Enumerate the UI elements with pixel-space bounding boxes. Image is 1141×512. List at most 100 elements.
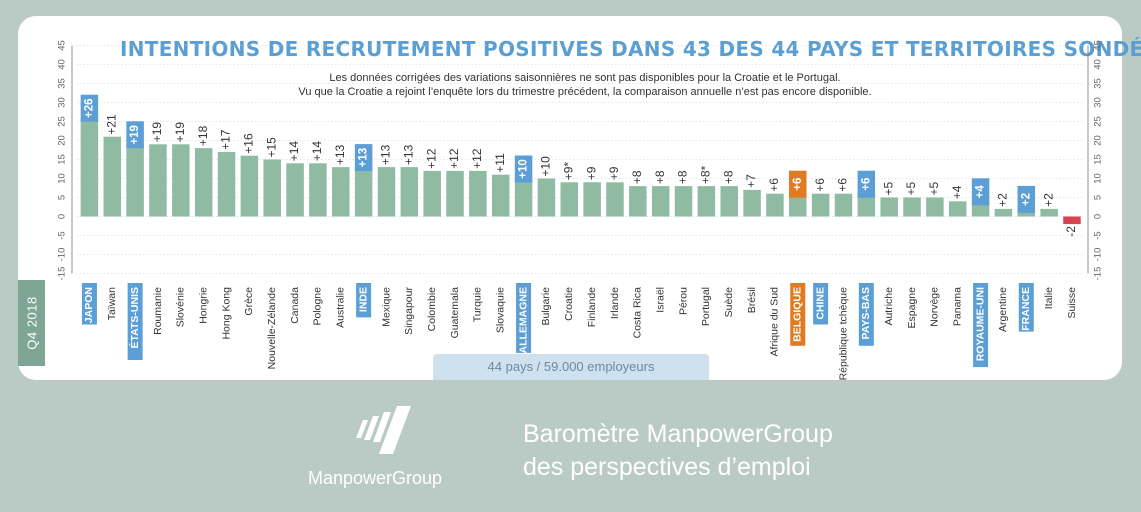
chart-title: INTENTIONS DE RECRUTEMENT POSITIVES DANS…: [120, 37, 1141, 61]
barometer-line1: Baromètre ManpowerGroup: [523, 420, 833, 448]
bar: [377, 167, 396, 217]
bar: [149, 144, 167, 217]
bar: [560, 182, 579, 217]
category-label: Hong Kong: [220, 287, 232, 340]
manpowergroup-logo-icon: [356, 406, 411, 454]
y-tick-label-right: -15: [1093, 267, 1104, 281]
category-label: Portugal: [700, 287, 712, 326]
value-label: +12: [470, 148, 484, 169]
y-tick-label-left: 40: [57, 59, 68, 70]
bar: [423, 170, 441, 217]
y-tick-label-right: 30: [1093, 97, 1104, 108]
bar: [994, 208, 1013, 217]
bar: [80, 117, 99, 217]
category-label: Taïwan: [106, 287, 118, 320]
sample-size-pill: 44 pays / 59.000 employeurs: [433, 354, 709, 380]
value-label-box: [971, 178, 990, 206]
y-tick-label-right: 45: [1093, 40, 1104, 51]
bar: [126, 144, 144, 217]
category-label-box: [516, 283, 532, 353]
value-label: +26: [83, 98, 95, 118]
category-label: INDE: [357, 287, 369, 312]
value-label: +10: [539, 156, 553, 177]
value-label: +10: [518, 159, 530, 179]
category-label: Slovénie: [175, 287, 187, 327]
value-label: +12: [447, 148, 461, 169]
quarter-tab: Q4 2018: [18, 280, 45, 366]
value-label: +9*: [561, 162, 575, 181]
category-label: Colombie: [426, 287, 438, 332]
value-label: +13: [401, 144, 415, 165]
chart-subtitle-line2: Vu que la Croatie a rejoint l’enquête lo…: [298, 86, 872, 98]
bar: [629, 186, 647, 217]
bar: [446, 170, 464, 217]
value-label: +6: [792, 178, 804, 191]
value-label-box: [789, 170, 807, 198]
y-tick-label-left: 10: [57, 173, 68, 184]
category-label: Australie: [335, 287, 347, 328]
value-label: +8: [630, 170, 644, 184]
value-label: +2: [1020, 193, 1032, 206]
category-label: Hongrie: [197, 287, 209, 324]
value-label: +21: [104, 114, 118, 135]
bar: [217, 151, 236, 217]
barometer-title: Baromètre ManpowerGroup des perspectives…: [523, 418, 833, 484]
category-label-box: [81, 283, 97, 325]
category-label: JAPON: [83, 287, 95, 323]
value-label: +8: [676, 170, 690, 184]
value-label: +7: [744, 174, 758, 188]
barometer-line2: des perspectives d’emploi: [523, 453, 811, 481]
bar: [1040, 208, 1058, 217]
category-label: Pologne: [312, 287, 324, 326]
y-tick-label-left: 45: [57, 40, 68, 51]
category-label: CHINE: [814, 287, 826, 320]
value-label: +14: [310, 141, 324, 162]
bar: [697, 186, 716, 217]
value-label: +5: [904, 181, 918, 195]
value-label: +14: [287, 141, 301, 162]
bar: [469, 170, 487, 217]
value-label: +19: [129, 125, 141, 145]
y-tick-label-right: 40: [1093, 59, 1104, 70]
category-label: Suède: [723, 287, 735, 318]
category-label-box: [813, 283, 829, 325]
bar: [880, 197, 898, 217]
bar: [583, 182, 601, 217]
bar: [720, 186, 738, 217]
y-tick-label-right: 10: [1093, 173, 1104, 184]
value-label: +4: [950, 185, 964, 199]
category-label-box: [1018, 283, 1034, 332]
bar: [674, 186, 693, 217]
value-label: +8*: [699, 165, 713, 184]
value-label: +6: [813, 178, 827, 192]
bar: [1063, 216, 1081, 225]
value-label: +9: [584, 166, 598, 180]
y-tick-label-left: 0: [57, 214, 68, 219]
category-label: ÉTATS-UNIS: [128, 287, 141, 348]
brand-name: ManpowerGroup: [308, 468, 443, 488]
bar: [903, 197, 921, 217]
value-label: +5: [927, 181, 941, 195]
value-label-box: [857, 170, 876, 198]
y-tick-label-right: 5: [1093, 195, 1104, 200]
bar: [491, 174, 510, 217]
y-tick-label-left: -10: [57, 248, 68, 262]
value-label: +8: [721, 170, 735, 184]
value-label: +13: [333, 144, 347, 165]
category-label: Bulgarie: [540, 287, 552, 326]
category-label: Costa Rica: [632, 287, 644, 339]
y-tick-label-right: 20: [1093, 135, 1104, 146]
value-label: +6: [767, 178, 781, 192]
value-label: +13: [379, 144, 393, 165]
category-label: Nouvelle-Zélande: [266, 287, 278, 369]
bar: [172, 144, 190, 217]
value-label: +11: [493, 153, 507, 173]
category-label: Grèce: [243, 287, 255, 316]
value-label-box: [1017, 185, 1036, 213]
value-label-box: [514, 155, 533, 183]
bar: [354, 167, 373, 217]
y-tick-label-left: 35: [57, 78, 68, 89]
category-label: Autriche: [883, 287, 895, 326]
value-label: +19: [173, 122, 187, 143]
